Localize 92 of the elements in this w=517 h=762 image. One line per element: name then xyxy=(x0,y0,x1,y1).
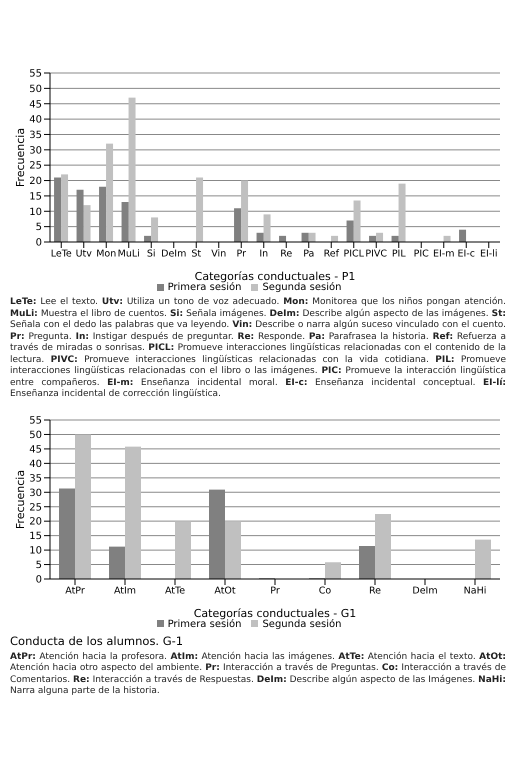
bar xyxy=(106,144,114,242)
bar xyxy=(392,236,399,242)
x-tick-label: Co xyxy=(318,585,332,596)
y-axis-title: Frecuencia xyxy=(14,128,27,188)
text: LeTe: Lee el texto. Utv: Utiliza un tono de voz adecuado. Mon: Monitorea que los niños pongan atención. MuLi: Muestra el libro de cuentos. Si: Señala imágenes. DeIm: Describe algún aspecto de las imágenes. St: Señala con el dedo las palabras que va leyendo. Vin: Describe o narra algún suceso vinculado con el cuento. Pr: Pregunta. In: Instigar después de preguntar. Re: Responde. Pa: Parafrasea la historia. Ref: Refuerza a través de miradas o sonrisas. PICL: Promueve interacciones lingüísticas relacionadas con el contenido de la lectura. PIVC: Promueve interacciones lingüísticas relacionadas con la vida cotidiana. PIL: Promueve interacciones lingüísticas relacionadas con el libro o las imágenes. PIC: Promueve la interacción lingüística entre compañeros. EI-m: Enseñanza incidental moral. EI-c: Enseñanza incidental conceptual. EI-lí: Enseñanza incidental de corrección lingüística. xyxy=(10,297,506,399)
x-tick-label: MuLi xyxy=(118,248,140,260)
bar xyxy=(354,200,361,242)
bar xyxy=(444,236,451,242)
y-tick-label: 25 xyxy=(29,160,42,172)
x-tick-label: AtIm xyxy=(114,585,136,596)
bar xyxy=(175,520,191,578)
y-tick-label: 30 xyxy=(29,487,42,498)
y-tick-label: 10 xyxy=(29,545,42,556)
x-tick-label: LeTe xyxy=(50,248,72,260)
x-tick-label: Si xyxy=(146,248,156,260)
x-tick-label: AtTe xyxy=(164,585,186,596)
bar xyxy=(151,217,158,242)
y-tick-label: 35 xyxy=(29,130,42,142)
bar xyxy=(325,562,341,578)
x-tick-label: PIVC xyxy=(365,248,388,260)
y-tick-label: 0 xyxy=(36,574,42,586)
x-tick-label: Pr xyxy=(270,585,280,596)
bar xyxy=(398,184,406,242)
bar xyxy=(225,520,241,578)
y-tick-label: 50 xyxy=(29,430,42,441)
bar xyxy=(61,174,68,242)
bar xyxy=(256,232,264,242)
y-tick-label: 25 xyxy=(29,502,42,513)
x-tick-label: Re xyxy=(368,585,382,596)
y-axis-title: Frecuencia xyxy=(14,469,27,529)
y-tick-label: 15 xyxy=(29,530,42,542)
bar xyxy=(128,98,136,242)
bar xyxy=(369,236,376,242)
y-tick-label: 55 xyxy=(29,415,42,426)
x-tick-label: Pr xyxy=(236,248,246,260)
legend-label: Segunda sesión xyxy=(262,618,342,630)
bar xyxy=(376,232,384,242)
x-tick-label: DeIm xyxy=(161,248,186,260)
x-tick-label: In xyxy=(259,248,268,260)
x-tick-label: EI-li xyxy=(480,248,498,260)
x-tick-label: PICL xyxy=(344,248,365,260)
x-tick-label: Re xyxy=(280,248,292,260)
y-tick-label: 35 xyxy=(29,472,42,484)
x-axis-title: Categorías conductuales - G1 xyxy=(194,606,356,620)
y-tick-label: 10 xyxy=(29,206,42,218)
bar xyxy=(302,232,309,242)
bar xyxy=(84,205,91,242)
bar xyxy=(475,539,491,578)
bar xyxy=(308,232,316,242)
y-tick-label: 30 xyxy=(29,145,42,156)
y-tick-label: 20 xyxy=(29,176,42,188)
bar xyxy=(375,513,391,578)
y-tick-label: 45 xyxy=(29,444,42,455)
text: Conducta de los alumnos. G-1 xyxy=(10,634,184,648)
bar xyxy=(125,446,141,578)
x-tick-label: PIC xyxy=(414,248,430,260)
x-tick-label: EI-c xyxy=(458,248,475,260)
x-tick-label: Utv xyxy=(76,248,92,260)
y-tick-label: 55 xyxy=(29,68,42,80)
bar xyxy=(264,214,271,242)
legend-label: Segunda sesión xyxy=(262,282,342,293)
x-tick-label: AtOt xyxy=(214,585,236,596)
x-tick-label: DeIm xyxy=(412,585,438,596)
y-tick-label: 50 xyxy=(29,84,42,95)
x-tick-label: Mon xyxy=(96,248,116,260)
x-tick-label: EI-m xyxy=(433,248,454,260)
y-tick-label: 5 xyxy=(36,560,42,571)
y-tick-label: 40 xyxy=(29,114,42,126)
text: AtPr: Atención hacia la profesora. AtIm: Atención hacia las imágenes. AtTe: Atención hacia el texto. AtOt: Atención hacia otro aspecto del ambiente. Pr: Interacción a través de Preguntas. Co: Interacción a través de Comentarios. Re: Interacción a través de Respuestas. DeIm: Describe algún aspecto de las Imágenes. NaHi: Narra alguna parte de la historia. xyxy=(10,652,506,696)
y-tick-label: 15 xyxy=(29,191,42,202)
bar xyxy=(241,180,248,242)
x-tick-label: Ref xyxy=(324,248,340,260)
bar xyxy=(331,236,338,242)
x-axis-title: Categorías conductuales - P1 xyxy=(194,270,356,283)
y-tick-label: 20 xyxy=(29,516,42,528)
legend-label: Primera sesión xyxy=(168,282,242,293)
y-tick-label: 45 xyxy=(29,99,42,110)
bar xyxy=(196,177,204,242)
y-tick-label: 40 xyxy=(29,458,42,470)
bar xyxy=(144,236,152,242)
y-tick-label: 5 xyxy=(36,222,42,234)
bar xyxy=(279,236,286,242)
bar xyxy=(459,230,466,242)
x-tick-label: NaHi xyxy=(464,585,486,596)
x-tick-label: Pa xyxy=(303,248,314,260)
x-tick-label: Vin xyxy=(211,248,226,260)
x-tick-label: St xyxy=(191,248,202,260)
x-tick-label: PIL xyxy=(392,248,406,260)
y-tick-label: 0 xyxy=(36,238,42,249)
x-tick-label: AtPr xyxy=(65,585,85,596)
bar xyxy=(75,434,91,578)
legend-label: Primera sesión xyxy=(168,618,242,630)
